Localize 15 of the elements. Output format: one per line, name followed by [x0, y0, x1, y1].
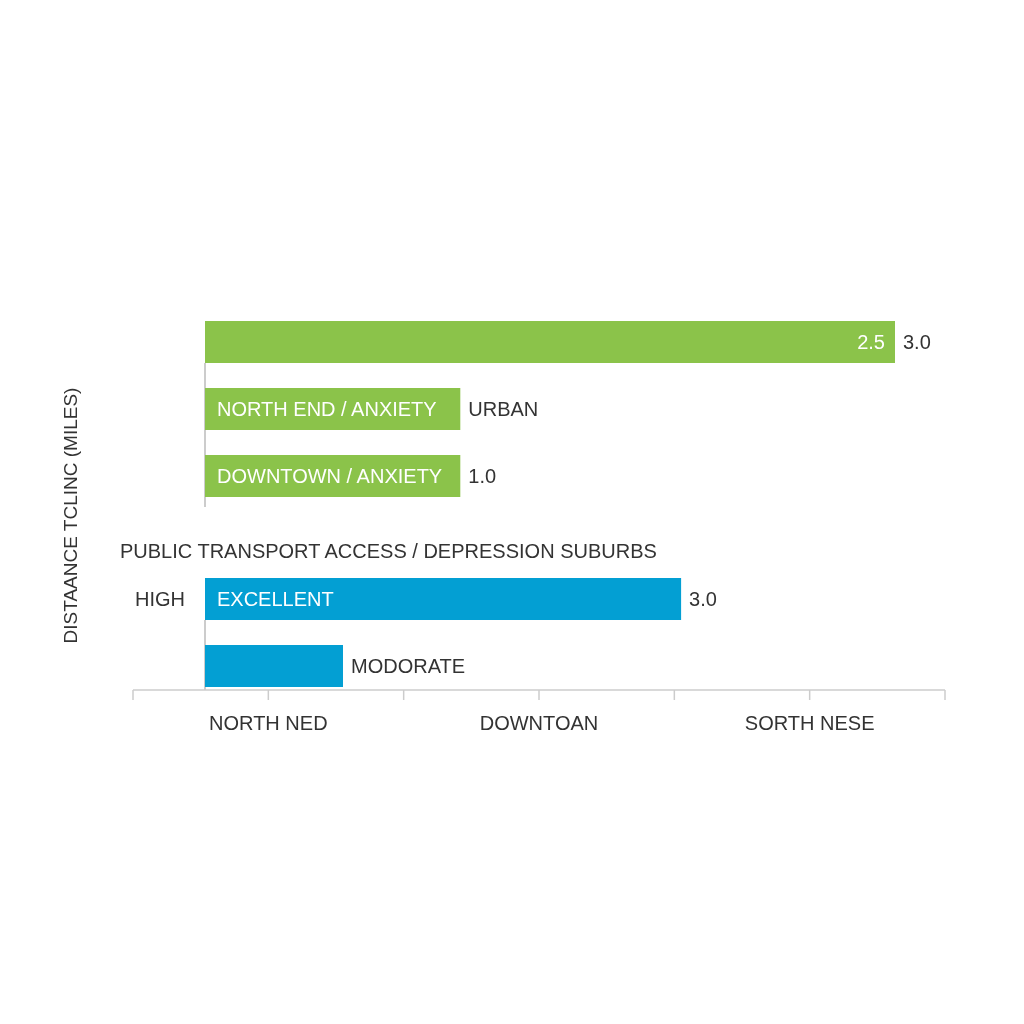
annotation: URBAN: [468, 398, 539, 420]
annotation: DOWNTOAN: [479, 712, 599, 734]
y-tick-label: EXCELLENT: [217, 588, 334, 610]
text: 3.0: [903, 331, 931, 353]
annotation: PUBLIC TRANSPORT ACCESS / DEPRESSION SUBURBS: [120, 540, 657, 562]
text: HIGH: [135, 588, 185, 610]
annotation: NORTH NED: [209, 712, 328, 734]
text: DISTAANCE TCLINC (MILES): [60, 387, 81, 644]
annotation: MODORATE: [351, 655, 466, 677]
annotation: SORTH NESE: [744, 712, 875, 734]
y-tick-label: NORTH END / ANXIETY: [217, 398, 437, 420]
annotation: 3.0: [689, 588, 717, 610]
y-tick-label: 2.5: [857, 331, 885, 353]
annotation: 1.0: [468, 465, 497, 487]
y-tick-label: DOWNTOWN / ANXIETY: [217, 465, 443, 487]
